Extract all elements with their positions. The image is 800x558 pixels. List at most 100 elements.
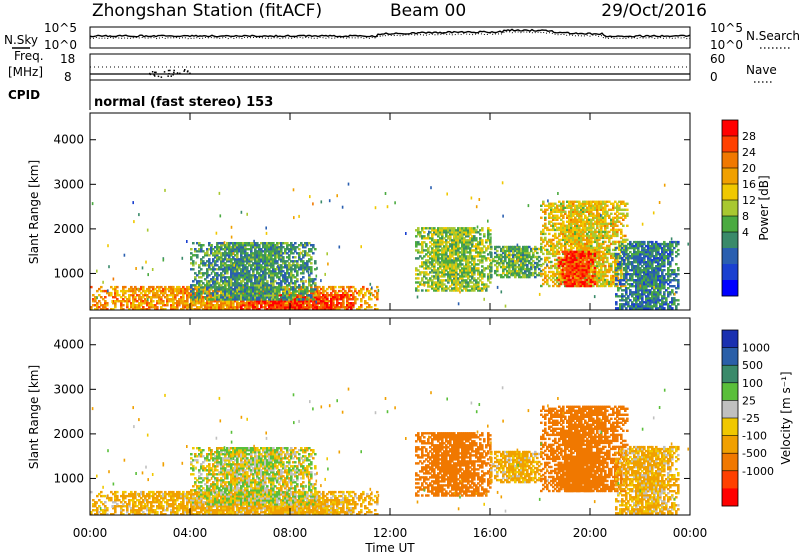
power-echo-cell <box>548 233 551 235</box>
nave-dip-point <box>187 71 189 73</box>
power-echo-cell <box>481 227 484 229</box>
power-echo-cell <box>483 233 486 235</box>
power-echo-cell <box>421 289 424 291</box>
nave-dip-point <box>173 72 175 74</box>
power-echo-cell <box>352 294 355 296</box>
power-echo-cell <box>538 256 541 258</box>
power-echo-cell <box>544 271 547 273</box>
noise-left-tick-top: 10^5 <box>44 21 77 35</box>
power-echo-cell <box>370 298 373 300</box>
power-echo-cell <box>106 302 109 304</box>
power-echo-cell <box>202 244 205 246</box>
power-echo-cell <box>376 286 379 288</box>
power-echo-cell <box>352 302 355 304</box>
power-echo-cell <box>370 306 373 308</box>
power-echo-cell <box>202 286 205 288</box>
power-echo-cell <box>322 286 325 288</box>
power-echo-cell <box>490 246 493 248</box>
power-echo-cell <box>206 250 209 252</box>
station-title: Zhongshan Station (fitACF) <box>92 1 322 21</box>
power-echo-cell <box>490 274 493 276</box>
power-echo-cell <box>415 245 418 247</box>
power-echo-cell <box>550 261 553 263</box>
power-echo-cell <box>489 281 492 283</box>
power-heatmap <box>90 181 689 310</box>
power-echo-cell <box>124 286 127 288</box>
power-echo-cell <box>294 294 297 296</box>
power-echo-cell <box>447 281 450 283</box>
power-echo-cell <box>310 294 313 296</box>
nave-tick-top: 60 <box>710 52 725 66</box>
power-echo-cell <box>489 259 492 261</box>
power-echo-cell <box>242 302 245 304</box>
cpid-label: CPID <box>8 88 40 102</box>
nave-dip-point <box>168 70 170 72</box>
nave-dip-point <box>161 76 163 78</box>
power-echo-cell <box>302 276 305 278</box>
power-echo-cell <box>206 292 209 294</box>
power-echo-cell <box>417 227 420 229</box>
power-echo-cell <box>490 252 493 254</box>
power-echo-cell <box>606 227 609 229</box>
power-echo-cell <box>489 229 492 231</box>
power-echo-cell <box>152 300 155 302</box>
power-echo-cell <box>606 205 609 207</box>
power-echo-cell <box>427 281 430 283</box>
power-echo-cell <box>360 304 363 306</box>
power-echo-cell <box>282 256 285 258</box>
power-echo-cell <box>192 260 195 262</box>
power-echo-cell <box>208 258 211 260</box>
power-echo-cell <box>544 233 547 235</box>
nave-dip-point <box>179 73 181 75</box>
power-echo-cell <box>294 242 297 244</box>
power-echo-cell <box>489 239 492 241</box>
nave-dip-point <box>168 73 170 75</box>
power-echo-cell <box>479 233 482 235</box>
power-echo-cell <box>266 280 269 282</box>
power-echo-cell <box>196 254 199 256</box>
power-echo-cell <box>562 221 565 223</box>
power-echo-cell <box>176 294 179 296</box>
freq-label-2: [MHz] <box>8 65 43 79</box>
power-echo-cell <box>374 304 377 306</box>
nsky-trace <box>90 29 690 36</box>
power-echo-cell <box>481 239 484 241</box>
power-echo-cell <box>104 296 107 298</box>
nave-dip-point <box>183 70 185 72</box>
power-echo-cell <box>110 292 113 294</box>
power-echo-cell <box>554 233 557 235</box>
power-echo-cell <box>294 256 297 258</box>
power-echo-cell <box>346 294 349 296</box>
power-echo-cell <box>604 241 607 243</box>
power-echo-cell <box>302 298 305 300</box>
power-echo-cell <box>483 273 486 275</box>
power-echo-cell <box>122 304 125 306</box>
power-echo-cell <box>116 286 119 288</box>
power-echo-cell <box>421 245 424 247</box>
nave-dip-point <box>154 75 156 77</box>
cpid-mode: normal (fast stereo) 153 <box>94 95 273 110</box>
power-echo-cell <box>208 274 211 276</box>
power-echo-cell <box>312 252 315 254</box>
nave-dip-point <box>169 70 171 72</box>
noise-right-tick-top: 10^5 <box>710 21 743 35</box>
power-echo-cell <box>536 252 539 254</box>
power-echo-cell <box>192 288 195 290</box>
power-echo-cell <box>324 294 327 296</box>
power-echo-cell <box>314 278 317 280</box>
power-echo-cell <box>606 257 609 259</box>
power-echo-cell <box>182 294 185 296</box>
power-echo-cell <box>487 285 490 287</box>
power-echo-cell <box>286 286 289 288</box>
power-echo-cell <box>310 262 313 264</box>
power-echo-cell <box>548 285 551 287</box>
power-echo-cell <box>312 244 315 246</box>
power-echo-cell <box>477 281 480 283</box>
power-echo-cell <box>362 286 365 288</box>
power-echo-cell <box>376 292 379 294</box>
nave-dip-point <box>152 71 154 73</box>
power-echo-cell <box>342 302 345 304</box>
nave-dip-point <box>177 72 179 74</box>
power-echo-cell <box>544 223 547 225</box>
power-echo-cell <box>116 290 119 292</box>
